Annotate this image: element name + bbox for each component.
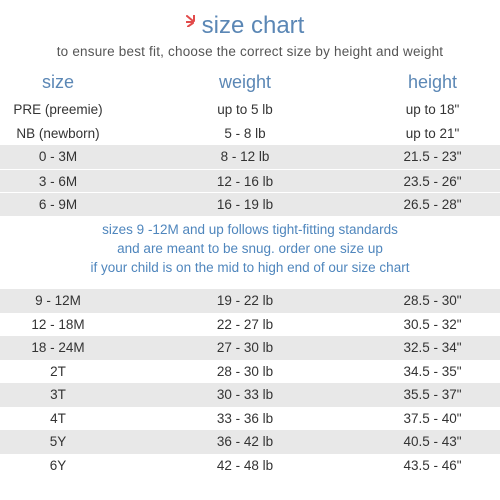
burst-icon <box>185 15 195 27</box>
weight-cell: 5 - 8 lb <box>224 125 266 141</box>
weight-cell: 12 - 16 lb <box>216 173 274 189</box>
weight-cell: 27 - 30 lb <box>216 340 274 355</box>
table-row: NB (newborn) 5 - 8 lb up to 21" <box>0 122 500 146</box>
size-cell: 0 - 3M <box>38 149 78 164</box>
height-cell: 37.5 - 40" <box>403 410 462 426</box>
fit-note: sizes 9 -12M and up follows tight-fittin… <box>0 220 500 277</box>
size-cell: 6Y <box>49 457 67 473</box>
table-row: 5Y 36 - 42 lb 40.5 - 43" <box>0 430 500 454</box>
page-title: size chart <box>185 12 305 40</box>
size-cell: 9 - 12M <box>35 293 81 308</box>
weight-cell: 8 - 12 lb <box>220 149 270 164</box>
size-cell: 6 - 9M <box>38 197 78 212</box>
height-cell: 23.5 - 26" <box>403 173 462 189</box>
header-height: height <box>407 72 458 92</box>
table-row: 6 - 9M 16 - 19 lb 26.5 - 28" <box>0 192 500 216</box>
weight-cell: 16 - 19 lb <box>216 197 274 212</box>
table-row: 2T 28 - 30 lb 34.5 - 35" <box>0 360 500 384</box>
table-row: 3 - 6M 12 - 16 lb 23.5 - 26" <box>0 168 500 192</box>
size-cell: 2T <box>50 363 66 379</box>
title-area: size chart <box>0 12 500 40</box>
weight-cell: 28 - 30 lb <box>216 363 274 379</box>
height-cell: up to 18" <box>405 102 460 117</box>
fit-note-line: and are meant to be snug. order one size… <box>117 241 383 256</box>
table-row: 3T 30 - 33 lb 35.5 - 37" <box>0 383 500 407</box>
height-cell: 40.5 - 43" <box>403 434 462 449</box>
table-row: 0 - 3M 8 - 12 lb 21.5 - 23" <box>0 145 500 169</box>
table-row: 9 - 12M 19 - 22 lb 28.5 - 30" <box>0 289 500 313</box>
table-row: PRE (preemie) up to 5 lb up to 18" <box>0 98 500 122</box>
weight-cell: up to 5 lb <box>217 102 273 117</box>
header-size: size <box>41 72 74 92</box>
height-cell: 43.5 - 46" <box>403 457 462 473</box>
weight-cell: 42 - 48 lb <box>216 457 274 473</box>
size-cell: PRE (preemie) <box>13 102 103 117</box>
fit-note-line: sizes 9 -12M and up follows tight-fittin… <box>102 222 398 237</box>
height-cell: 34.5 - 35" <box>403 363 462 379</box>
height-cell: 30.5 - 32" <box>403 316 462 332</box>
weight-cell: 19 - 22 lb <box>216 293 274 308</box>
height-cell: 28.5 - 30" <box>403 293 462 308</box>
height-cell: 35.5 - 37" <box>403 387 462 402</box>
height-cell: 26.5 - 28" <box>403 197 462 212</box>
page-title-text: size chart <box>201 12 305 39</box>
table-row: 12 - 18M 22 - 27 lb 30.5 - 32" <box>0 313 500 337</box>
height-cell: 21.5 - 23" <box>403 149 462 164</box>
fit-note-line: if your child is on the mid to high end … <box>90 260 410 275</box>
size-cell: 5Y <box>49 434 67 449</box>
size-cell: 4T <box>50 410 66 426</box>
size-cell: 3 - 6M <box>38 173 78 189</box>
size-cell: 18 - 24M <box>31 340 85 355</box>
weight-cell: 33 - 36 lb <box>216 410 274 426</box>
subtitle: to ensure best fit, choose the correct s… <box>56 44 444 59</box>
table-row: 6Y 42 - 48 lb 43.5 - 46" <box>0 454 500 478</box>
size-table-group-1: PRE (preemie) up to 5 lb up to 18" NB (n… <box>0 98 500 216</box>
height-cell: 32.5 - 34" <box>403 340 462 355</box>
table-header: size weight height <box>0 72 500 98</box>
weight-cell: 30 - 33 lb <box>216 387 274 402</box>
size-cell: 12 - 18M <box>31 316 85 332</box>
size-cell: 3T <box>50 387 66 402</box>
table-row: 4T 33 - 36 lb 37.5 - 40" <box>0 407 500 431</box>
height-cell: up to 21" <box>405 125 460 141</box>
size-table-group-2: 9 - 12M 19 - 22 lb 28.5 - 30" 12 - 18M 2… <box>0 289 500 477</box>
table-row: 18 - 24M 27 - 30 lb 32.5 - 34" <box>0 336 500 360</box>
header-weight: weight <box>218 72 272 92</box>
weight-cell: 36 - 42 lb <box>216 434 274 449</box>
weight-cell: 22 - 27 lb <box>216 316 274 332</box>
size-cell: NB (newborn) <box>16 125 100 141</box>
